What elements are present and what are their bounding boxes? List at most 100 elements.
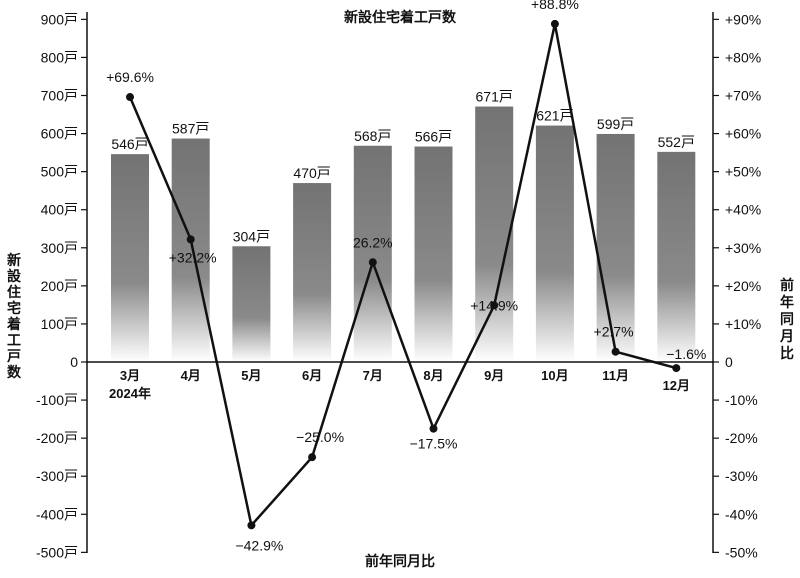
- left-tick-label: 0: [70, 354, 78, 370]
- bar-value-label: 621戸: [536, 108, 573, 124]
- category-label: 12月: [663, 378, 690, 393]
- right-tick-label: +40%: [725, 202, 761, 218]
- right-tick-label: 0: [725, 354, 733, 370]
- right-tick-label: +50%: [725, 164, 761, 180]
- axis-title-char: 着: [6, 316, 21, 332]
- axis-title-char: 宅: [7, 300, 21, 316]
- right-tick-label: -50%: [725, 544, 758, 560]
- bar-value-label: 587戸: [172, 121, 209, 137]
- right-axis-title: 前年同月比: [779, 277, 794, 361]
- bar-value-label: 546戸: [111, 136, 148, 152]
- yoy-point: [550, 19, 559, 28]
- right-tick-label: +70%: [725, 88, 761, 104]
- left-tick-label: -200戸: [36, 430, 78, 446]
- yoy-point: [611, 347, 620, 356]
- right-tick-label: -40%: [725, 506, 758, 522]
- category-label: 6月: [302, 368, 322, 383]
- axis-title-char: 比: [780, 345, 794, 361]
- category-label: 4月: [181, 368, 201, 383]
- axis-title-char: 工: [7, 332, 21, 348]
- yoy-value-label: +88.8%: [531, 0, 579, 12]
- bar-value-label: 568戸: [354, 128, 391, 144]
- right-tick-label: +90%: [725, 11, 761, 27]
- bar-value-label: 552戸: [658, 134, 695, 150]
- bar: [414, 146, 453, 362]
- axis-title-char: 月: [779, 328, 794, 344]
- labels-layer: 3月 4月 5月 6月 7月 8月 9月 10月 11月 12月 2024年 546戸 587戸 304戸…: [106, 0, 706, 553]
- left-tick-label: 900戸: [41, 11, 78, 27]
- yoy-point: [126, 93, 134, 102]
- yoy-value-label: −25.0%: [296, 429, 344, 445]
- bar-value-label: 566戸: [415, 129, 452, 145]
- bar: [111, 154, 149, 362]
- right-tick-label: +30%: [725, 240, 761, 256]
- yoy-line: [128, 22, 677, 527]
- category-label: 3月: [120, 368, 140, 383]
- axis-title-char: 新: [7, 252, 21, 268]
- yoy-value-label: −1.6%: [666, 346, 706, 362]
- left-tick-label: 200戸: [41, 278, 78, 294]
- left-tick-label: -300戸: [36, 468, 78, 484]
- yoy-value-label: +14.9%: [470, 297, 518, 313]
- left-tick-label: 400戸: [41, 202, 78, 218]
- axis-title-char: 戸: [7, 348, 21, 364]
- chart-title: 新設住宅着工戸数: [344, 9, 457, 25]
- axis-title-char: 前: [780, 277, 794, 293]
- axes-layer: 900戸 800戸 700戸 600戸 500戸 400戸 300戸 200戸 100戸 0 -10…: [36, 11, 761, 560]
- left-tick-label: -400戸: [36, 506, 78, 522]
- bar: [657, 151, 696, 362]
- yoy-point: [308, 453, 317, 462]
- left-tick-label: -500戸: [36, 544, 78, 560]
- bar-value-label: 599戸: [597, 116, 634, 132]
- yoy-value-label: 26.2%: [353, 234, 393, 250]
- right-tick-label: +10%: [725, 316, 761, 332]
- yoy-point: [247, 521, 256, 530]
- yoy-value-label: +32.2%: [169, 249, 217, 265]
- year-label: 2024年: [109, 386, 151, 401]
- bar: [293, 183, 332, 362]
- category-label: 7月: [363, 368, 383, 383]
- yoy-value-label: +2.7%: [594, 324, 634, 340]
- bar-value-label: 304戸: [233, 228, 270, 244]
- bar: [232, 246, 271, 362]
- yoy-point: [429, 424, 438, 433]
- x-axis-title: 前年同月比: [365, 553, 435, 569]
- yoy-point: [186, 235, 195, 244]
- right-tick-label: +80%: [725, 49, 761, 65]
- axis-title-char: 住: [7, 284, 21, 300]
- yoy-point: [672, 364, 681, 373]
- line-layer: [126, 19, 681, 530]
- bar: [353, 145, 392, 362]
- left-tick-label: 600戸: [41, 126, 78, 142]
- bar: [596, 133, 635, 362]
- left-tick-label: 800戸: [41, 49, 78, 65]
- yoy-value-label: −17.5%: [410, 436, 458, 452]
- left-tick-label: 700戸: [41, 88, 78, 104]
- left-tick-label: -100戸: [36, 392, 78, 408]
- category-label: 5月: [241, 368, 261, 383]
- bar-value-label: 671戸: [476, 89, 513, 105]
- yoy-point: [490, 301, 499, 310]
- bar: [535, 125, 574, 362]
- bar: [171, 138, 210, 362]
- right-tick-label: -20%: [725, 430, 758, 446]
- left-tick-label: 500戸: [41, 164, 78, 180]
- axis-title-char: 年: [780, 294, 794, 310]
- yoy-point: [368, 258, 377, 267]
- right-tick-label: +60%: [725, 126, 761, 142]
- bar: [475, 106, 514, 362]
- category-label: 10月: [541, 368, 568, 383]
- left-tick-label: 100戸: [41, 316, 78, 332]
- yoy-value-label: +69.6%: [106, 69, 154, 85]
- axis-title-char: 同: [780, 311, 794, 327]
- bar-value-label: 470戸: [293, 165, 330, 181]
- category-label: 8月: [423, 368, 443, 383]
- axis-title-char: 設: [7, 268, 22, 284]
- yoy-value-label: −42.9%: [235, 537, 283, 553]
- category-label: 9月: [484, 368, 504, 383]
- left-axis-title: 新設住宅着工戸数: [6, 252, 22, 380]
- right-tick-label: -10%: [725, 392, 758, 408]
- bars-layer: [111, 106, 696, 362]
- axis-title-char: 数: [7, 364, 22, 380]
